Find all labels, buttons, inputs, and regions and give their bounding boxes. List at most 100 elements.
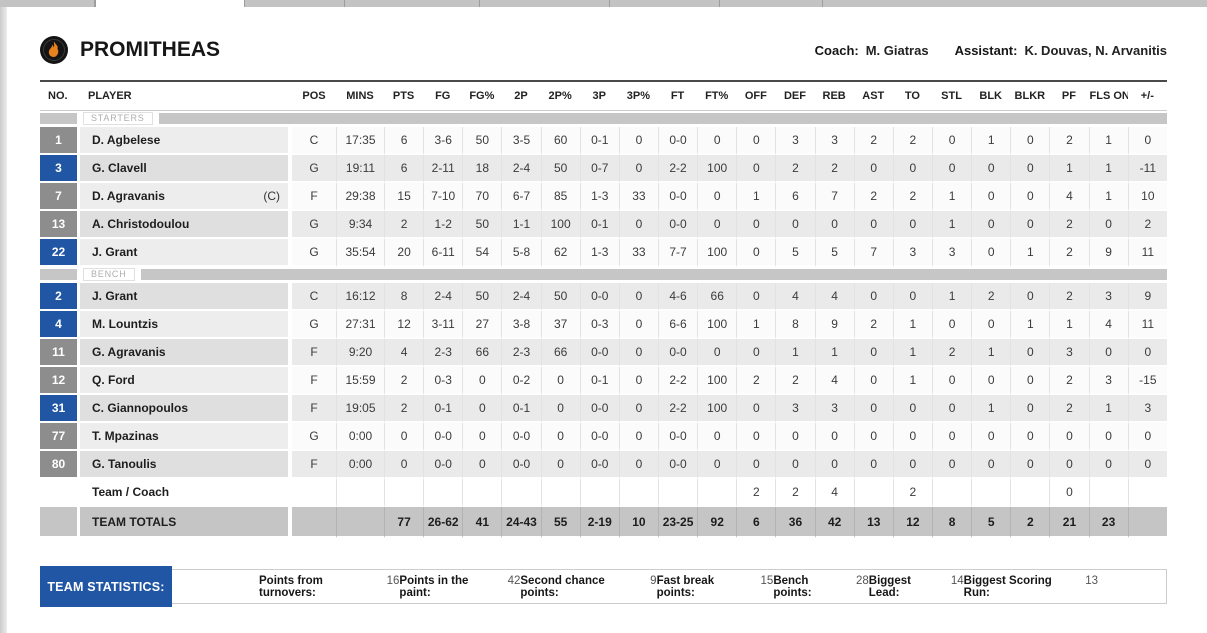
column-header-ast: AST bbox=[853, 80, 893, 111]
player-name[interactable]: G. Tanoulis bbox=[80, 451, 292, 479]
stat-cell-blkr: 0 bbox=[1010, 155, 1050, 183]
stat-cell-2p: 3-5 bbox=[501, 127, 541, 155]
browser-tab-active[interactable] bbox=[95, 0, 245, 7]
team-stat-label: Points from turnovers: bbox=[259, 574, 323, 599]
player-row: 4 M. Lountzis G 27:31 12 3-11 27 3-8 37 0-3 0 6-6 10… bbox=[40, 311, 1167, 339]
stat-cell-2p-: 50 bbox=[540, 283, 580, 311]
browser-tab[interactable] bbox=[720, 0, 823, 7]
stat-cell-fls-on: 0 bbox=[1088, 423, 1128, 451]
stat-cell-def: 4 bbox=[775, 283, 815, 311]
totals-cell-stl: 8 bbox=[931, 507, 972, 538]
player-name[interactable]: Q. Ford bbox=[80, 367, 292, 395]
stat-cell-3p: 0-0 bbox=[579, 451, 619, 479]
column-header-fg: FG bbox=[423, 80, 463, 111]
stat-cell-ft: 0-0 bbox=[657, 451, 698, 479]
stat-cell-ast: 0 bbox=[853, 395, 893, 423]
column-header-pts: PTS bbox=[384, 80, 424, 111]
stat-cell-3p-: 0 bbox=[618, 451, 658, 479]
player-name[interactable]: J. Grant bbox=[80, 239, 292, 267]
stat-cell-stl: 0 bbox=[931, 367, 972, 395]
stat-cell-pts: 0 bbox=[384, 423, 424, 451]
player-name[interactable]: C. Giannopoulos bbox=[80, 395, 292, 423]
stat-cell-def: 5 bbox=[775, 239, 815, 267]
stat-cell-reb: 0 bbox=[814, 423, 854, 451]
stat-cell-off: 2 bbox=[736, 367, 776, 395]
stat-cell-3p: 0-1 bbox=[579, 211, 619, 239]
stat-cell-pts: 15 bbox=[384, 183, 424, 211]
stat-cell-pos: G bbox=[292, 155, 336, 183]
team-statistics-button[interactable]: TEAM STATISTICS: bbox=[40, 566, 172, 607]
browser-tab[interactable] bbox=[823, 0, 1207, 7]
stat-cell-fg- bbox=[462, 479, 502, 507]
stat-cell-blk: 0 bbox=[971, 155, 1011, 183]
stat-cell-ft-: 0 bbox=[697, 423, 737, 451]
stat-cell-fls-on: 9 bbox=[1088, 239, 1128, 267]
stat-cell-2p: 0-1 bbox=[501, 395, 541, 423]
totals-cell-pos bbox=[292, 507, 336, 538]
team-coach-row: Team / Coach 2 2 4 2 0 bbox=[40, 479, 1167, 507]
section-label: BENCH bbox=[83, 267, 135, 281]
stat-cell-reb: 3 bbox=[814, 127, 854, 155]
stat-cell-def: 0 bbox=[775, 211, 815, 239]
stat-cell-3p: 1-3 bbox=[579, 239, 619, 267]
stat-cell-fg-: 0 bbox=[462, 367, 502, 395]
stat-cell-off: 1 bbox=[736, 311, 776, 339]
stat-cell-ft-: 0 bbox=[697, 183, 737, 211]
player-row: 11 G. Agravanis F 9:20 4 2-3 66 2-3 66 0-0 0 0-0 0 0 1… bbox=[40, 339, 1167, 367]
player-name[interactable]: D. Agbelese bbox=[80, 127, 292, 155]
stat-cell-3p-: 0 bbox=[618, 423, 658, 451]
stat-cell-ast: 2 bbox=[853, 183, 893, 211]
team-stat-item: Points in the paint: 42 bbox=[399, 575, 520, 599]
team-stat-item: Second chance points: 9 bbox=[520, 575, 656, 599]
column-header-ft: FT bbox=[657, 80, 698, 111]
player-name[interactable]: T. Mpazinas bbox=[80, 423, 292, 451]
stat-cell-ft-: 100 bbox=[697, 311, 737, 339]
player-name[interactable]: G. Agravanis bbox=[80, 339, 292, 367]
stat-cell-2p bbox=[501, 479, 541, 507]
stat-cell-2p- bbox=[540, 479, 580, 507]
browser-tab[interactable] bbox=[480, 0, 610, 7]
player-name[interactable]: M. Lountzis bbox=[80, 311, 292, 339]
team-stat-item: Points from turnovers: 16 bbox=[259, 575, 399, 599]
column-header-fls-on: FLS ON bbox=[1088, 80, 1128, 111]
browser-tab[interactable] bbox=[0, 0, 95, 7]
stat-cell-def: 3 bbox=[775, 127, 815, 155]
stat-cell-ast: 0 bbox=[853, 211, 893, 239]
totals-cell-2p: 24-43 bbox=[501, 507, 541, 538]
player-number-cell: 22 bbox=[40, 239, 80, 267]
stat-cell-2p-: 0 bbox=[540, 451, 580, 479]
stat-cell-blkr: 0 bbox=[1010, 211, 1050, 239]
player-number-cell: 7 bbox=[40, 183, 80, 211]
team-coach-label: Team / Coach bbox=[80, 479, 292, 507]
column-header-2p-: 2P% bbox=[540, 80, 580, 111]
stat-cell-off: 0 bbox=[736, 283, 776, 311]
column-header-no-: NO. bbox=[40, 80, 80, 111]
stat-cell-blkr: 0 bbox=[1010, 283, 1050, 311]
stat-cell-ft: 2-2 bbox=[657, 395, 698, 423]
player-name[interactable]: G. Clavell bbox=[80, 155, 292, 183]
stat-cell-3p: 1-3 bbox=[579, 183, 619, 211]
player-name[interactable]: D. Agravanis (C) bbox=[80, 183, 292, 211]
stat-cell-reb: 7 bbox=[814, 183, 854, 211]
player-name[interactable]: J. Grant bbox=[80, 283, 292, 311]
page-left-edge bbox=[0, 7, 7, 633]
stat-cell-pts: 8 bbox=[384, 283, 424, 311]
totals-cell-2p-: 55 bbox=[540, 507, 580, 538]
table-header-row: NO. PLAYER POS MINS PTS FG FG% 2P 2P% 3P 3P% FT FT% O… bbox=[40, 80, 1167, 111]
stat-cell-stl: 2 bbox=[931, 339, 972, 367]
stat-cell-pf: 2 bbox=[1049, 395, 1089, 423]
stat-cell-off: 0 bbox=[736, 239, 776, 267]
browser-tab[interactable] bbox=[610, 0, 720, 7]
stat-cell-fls-on: 3 bbox=[1088, 283, 1128, 311]
player-number-badge: 4 bbox=[40, 311, 77, 337]
section-label: STARTERS bbox=[83, 111, 153, 125]
stat-cell-2p-: 100 bbox=[540, 211, 580, 239]
player-name[interactable]: A. Christodoulou bbox=[80, 211, 292, 239]
player-row: 13 A. Christodoulou G 9:34 2 1-2 50 1-1 100 0-1 0 0… bbox=[40, 211, 1167, 239]
browser-tab[interactable] bbox=[245, 0, 345, 7]
stat-cell-to: 0 bbox=[892, 283, 932, 311]
stat-cell-3p: 0-7 bbox=[579, 155, 619, 183]
stat-cell-blkr: 0 bbox=[1010, 127, 1050, 155]
stat-cell-2p: 0-0 bbox=[501, 451, 541, 479]
browser-tab[interactable] bbox=[345, 0, 480, 7]
